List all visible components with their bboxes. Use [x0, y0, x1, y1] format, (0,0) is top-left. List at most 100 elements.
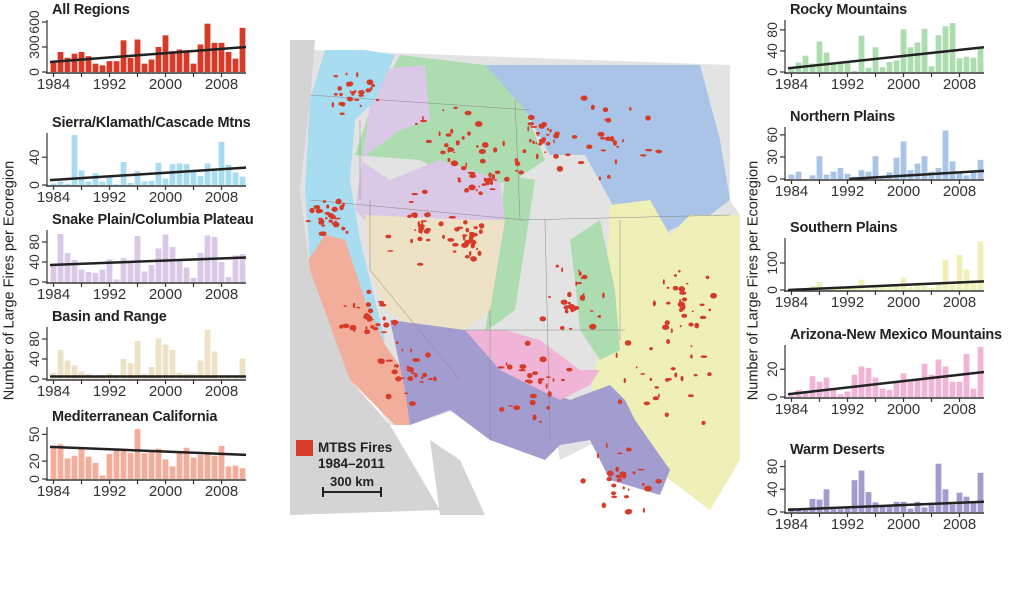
fire-perimeter — [666, 286, 670, 289]
fire-perimeter — [326, 204, 330, 209]
bar-2008 — [956, 254, 963, 290]
bar-1989 — [85, 56, 92, 72]
y-tick-label: 40 — [26, 149, 42, 165]
region-snake — [355, 65, 505, 240]
fire-perimeter — [649, 377, 653, 382]
bar-1998 — [886, 506, 893, 512]
fire-perimeter — [506, 364, 513, 370]
fire-legend-swatch — [296, 440, 313, 456]
bar-2001 — [907, 381, 914, 397]
bar-2000 — [162, 344, 169, 379]
fire-perimeter — [578, 271, 582, 276]
chart-title: All Regions — [52, 2, 130, 18]
y-tick-label: 300 — [26, 35, 42, 59]
fire-perimeter — [332, 221, 340, 228]
x-tick-label: 1984 — [775, 183, 808, 200]
bar-1996 — [872, 377, 879, 397]
bar-chart: 1984 1992 2000 2008 0 30 60 — [764, 127, 985, 200]
fire-perimeter — [438, 131, 441, 137]
fire-perimeter — [679, 325, 682, 328]
bar-2009 — [225, 277, 232, 282]
bar-1986 — [64, 458, 71, 479]
fire-perimeter — [380, 331, 387, 334]
fire-perimeter — [478, 229, 483, 235]
fire-perimeter — [363, 313, 371, 320]
fire-perimeter — [611, 136, 614, 142]
fire-perimeter — [470, 232, 478, 237]
bar-2004 — [190, 457, 197, 479]
bar-1999 — [155, 248, 162, 282]
fire-perimeter — [600, 136, 606, 140]
bar-2009 — [963, 175, 970, 179]
x-tick-label: 2008 — [943, 183, 976, 200]
x-tick-label: 1984 — [775, 294, 808, 311]
bar-1993 — [851, 287, 858, 290]
fire-perimeter — [561, 267, 564, 273]
region-warm-deserts — [390, 320, 670, 495]
fire-perimeter — [395, 376, 402, 382]
fire-perimeter — [364, 329, 371, 335]
bar-2006 — [942, 130, 949, 179]
bar-2005 — [197, 175, 204, 185]
fire-perimeter — [475, 247, 479, 251]
fire-perimeter — [408, 200, 414, 203]
fire-perimeter — [450, 160, 459, 167]
bar-1993 — [113, 279, 120, 282]
fire-perimeter — [445, 133, 452, 137]
fire-perimeter — [640, 373, 646, 375]
fire-perimeter — [423, 228, 430, 234]
fire-perimeter — [535, 153, 539, 160]
bar-2010 — [970, 283, 977, 290]
bar-2011 — [977, 159, 984, 179]
fire-perimeter — [318, 217, 323, 221]
bar-2011 — [239, 27, 246, 72]
bar-chart: 1984 1992 2000 2008 0 40 80 — [764, 459, 985, 533]
bar-chart: 1984 1992 2000 2008 0 100 — [764, 238, 985, 311]
fire-perimeter — [341, 226, 346, 231]
fire-perimeter — [395, 341, 399, 345]
chart-title: Arizona-New Mexico Mountains — [790, 327, 1002, 343]
bar-2007 — [949, 161, 956, 179]
fire-perimeter — [658, 393, 660, 398]
fire-perimeter — [546, 376, 551, 379]
fire-perimeter — [309, 207, 315, 214]
fire-perimeter — [655, 478, 662, 484]
fire-perimeter — [504, 176, 510, 182]
fire-perimeter — [442, 109, 445, 112]
bar-1996 — [134, 171, 141, 185]
bar-1997 — [879, 287, 886, 290]
fire-perimeter — [655, 149, 663, 154]
bar-2011 — [977, 241, 984, 290]
x-tick-label: 1992 — [831, 294, 864, 311]
x-tick-label: 2008 — [205, 189, 238, 206]
fire-perimeter — [473, 226, 478, 230]
x-tick-label: 1992 — [93, 286, 126, 303]
fire-perimeter — [664, 320, 670, 326]
bar-1986 — [802, 55, 809, 72]
fire-perimeter — [637, 468, 645, 471]
fire-perimeter — [391, 369, 398, 375]
x-tick-label: 2000 — [887, 516, 920, 533]
fire-perimeter — [666, 377, 672, 381]
bar-2005 — [935, 284, 942, 290]
fire-perimeter — [615, 474, 623, 479]
bar-1991 — [99, 475, 106, 479]
fire-perimeter — [410, 348, 413, 353]
x-tick-label: 1992 — [93, 76, 126, 93]
fire-perimeter — [417, 221, 420, 227]
fire-perimeter — [418, 227, 425, 231]
bar-2007 — [211, 42, 218, 72]
trend-line — [49, 256, 247, 267]
fire-perimeter — [559, 326, 565, 331]
fire-perimeter — [549, 129, 552, 133]
bar-2003 — [921, 285, 928, 290]
y-tick-label: 20 — [764, 361, 780, 377]
bar-2003 — [921, 507, 928, 512]
fire-perimeter — [670, 367, 676, 371]
x-tick-label: 2000 — [149, 383, 182, 400]
fire-perimeter — [680, 305, 685, 311]
fire-perimeter — [615, 352, 618, 358]
bar-2009 — [963, 353, 970, 397]
fire-perimeter — [632, 471, 636, 475]
